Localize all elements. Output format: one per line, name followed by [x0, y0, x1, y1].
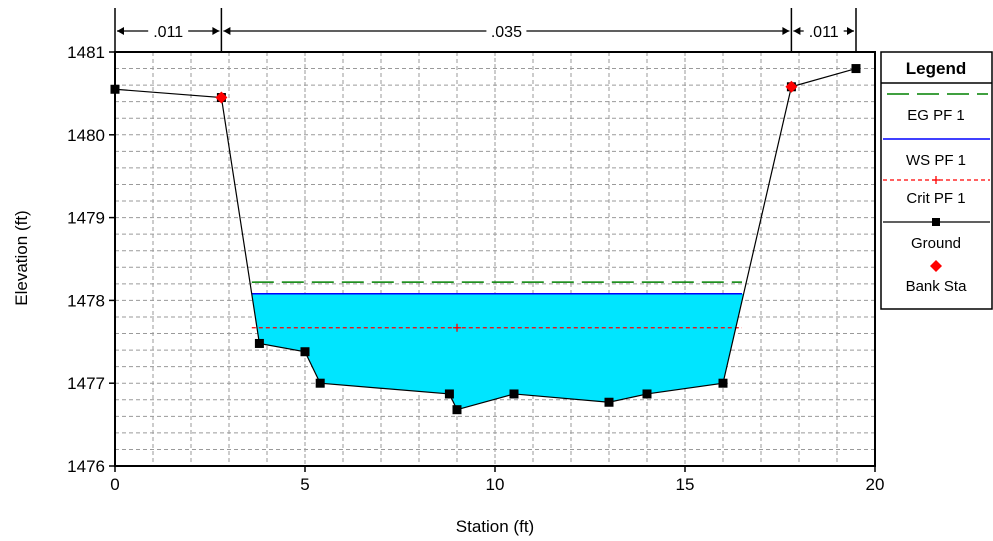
y-tick-label: 1478 [67, 291, 105, 310]
manning-label-bg [486, 21, 527, 41]
manning-label-bg [803, 21, 844, 41]
water-fill [251, 293, 744, 410]
legend-label: WS PF 1 [906, 152, 966, 169]
water-surface-area [251, 293, 744, 410]
x-tick-label: 20 [866, 475, 885, 494]
series [110, 64, 861, 415]
crit-marker [453, 323, 461, 332]
legend-bank-marker [930, 260, 942, 272]
y-tick-label: 1480 [67, 126, 105, 145]
manning-arrow-left [117, 27, 124, 35]
legend: Legend EG PF 1 WS PF 1 Crit PF 1 Ground Bank… [880, 51, 993, 310]
manning-arrow-right [782, 27, 790, 35]
ground-point [718, 378, 728, 388]
ground-point [509, 389, 519, 399]
legend-label: Bank Sta [906, 278, 968, 295]
y-tick-label: 1477 [67, 374, 105, 393]
legend-crit-marker [932, 176, 940, 184]
legend-label: Crit PF 1 [906, 190, 965, 207]
ground-point [642, 389, 652, 399]
manning-arrow-left [793, 27, 801, 35]
manning-label-bg [148, 21, 189, 41]
ground-point [851, 64, 861, 74]
manning-n-label: .035 [491, 24, 522, 41]
manning-arrow-left [223, 27, 231, 35]
manning-n-label: .011 [809, 24, 839, 41]
y-tick-label: 1479 [67, 209, 105, 228]
x-tick-label: 10 [486, 475, 505, 494]
y-axis-title: Elevation (ft) [12, 210, 31, 305]
bank-station-point [215, 91, 228, 104]
legend-label: EG PF 1 [907, 107, 965, 124]
ground-point [604, 397, 614, 407]
legend-ground-marker [932, 218, 940, 226]
axis-ticks: 0 5 10 15 20 1476 1477 1478 1479 1480 1481 [67, 43, 884, 494]
y-tick-label: 1481 [67, 43, 105, 62]
x-tick-label: 15 [676, 475, 695, 494]
bank-station-point [785, 80, 798, 93]
y-tick-label: 1476 [67, 457, 105, 476]
manning-arrow-right [847, 27, 854, 35]
ground-point [300, 347, 310, 357]
ground-point [452, 405, 462, 415]
ground-point [444, 389, 454, 399]
ground-point [315, 378, 325, 388]
ground-point [254, 338, 264, 348]
manning-n-label: .011 [153, 24, 183, 41]
x-tick-label: 0 [110, 475, 119, 494]
x-axis-title: Station (ft) [456, 517, 534, 536]
legend-label: Ground [911, 235, 961, 252]
manning-n-bar: .011 .035 .011 [114, 8, 857, 52]
manning-arrow-right [212, 27, 220, 35]
x-tick-label: 5 [300, 475, 309, 494]
legend-title: Legend [906, 59, 966, 78]
